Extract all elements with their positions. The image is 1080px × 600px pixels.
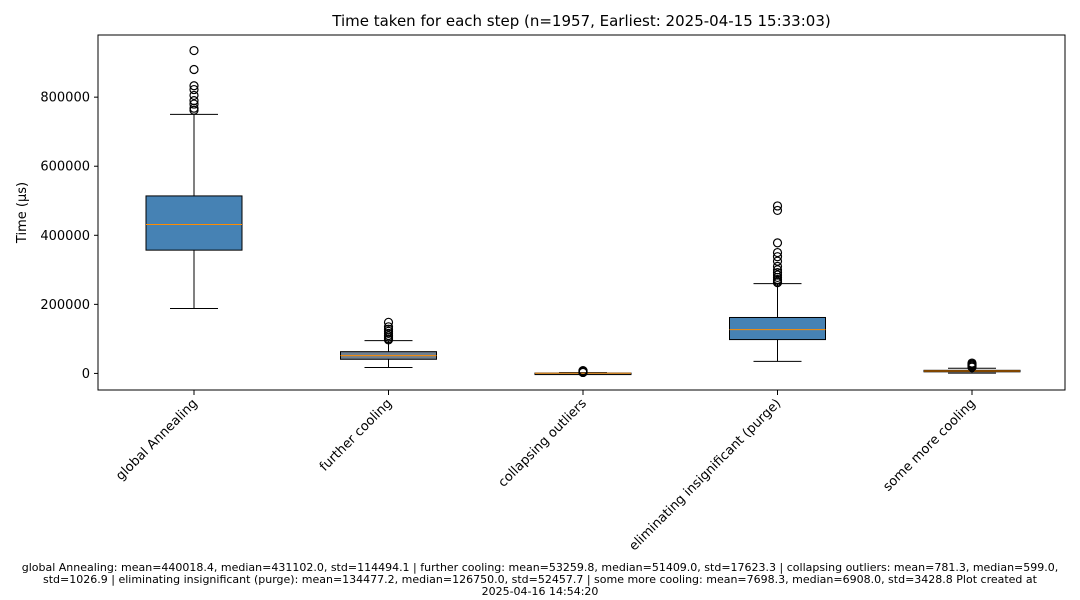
outlier-point <box>189 45 199 56</box>
outlier-point <box>189 81 199 91</box>
box <box>145 195 243 251</box>
stats-footer-line-2: std=1026.9 | eliminating insignificant (… <box>43 573 1037 586</box>
stats-footer-line-1: global Annealing: mean=440018.4, median=… <box>21 561 1059 574</box>
x-tick-label: global Annealing <box>113 396 201 484</box>
outlier-point <box>772 267 783 278</box>
outlier-point <box>772 261 783 271</box>
outlier-point <box>383 322 394 332</box>
outlier-point <box>383 335 394 345</box>
x-tick-label: further cooling <box>317 396 395 474</box>
y-tick-label: 400000 <box>40 229 90 244</box>
outlier-point <box>967 362 977 372</box>
chart-title: Time taken for each step (n=1957, Earlie… <box>331 12 830 30</box>
y-tick-label: 0 <box>82 367 90 382</box>
x-tick-label: some more cooling <box>880 396 978 494</box>
outlier-point <box>772 278 783 288</box>
box-plot: Time taken for each step (n=1957, Earlie… <box>15 12 1066 554</box>
stats-footer-line-3: 2025-04-16 14:54:20 <box>481 585 599 598</box>
outlier-point <box>578 367 588 378</box>
outlier-point <box>189 84 199 95</box>
y-tick-label: 600000 <box>40 160 90 175</box>
outlier-point <box>772 201 783 211</box>
box <box>729 316 826 341</box>
outlier-point <box>772 252 783 262</box>
outlier-point <box>772 256 783 266</box>
outlier-point <box>383 317 394 327</box>
outlier-point <box>189 99 199 109</box>
y-tick-label: 200000 <box>40 298 90 313</box>
stats-footer: global Annealing: mean=440018.4, median=… <box>0 562 1080 598</box>
outlier-point <box>772 238 783 248</box>
outlier-point <box>189 105 199 115</box>
y-tick-label: 800000 <box>40 91 90 106</box>
outlier-point <box>189 64 199 75</box>
outlier-point <box>189 90 199 101</box>
outlier-point <box>772 247 783 258</box>
outlier-point <box>772 205 783 216</box>
x-tick-label: eliminating insignificant (purge) <box>627 396 785 554</box>
plot-frame <box>97 34 1066 391</box>
y-axis-label: Time (µs) <box>15 182 30 244</box>
x-tick-label: collapsing outliers <box>496 396 590 490</box>
